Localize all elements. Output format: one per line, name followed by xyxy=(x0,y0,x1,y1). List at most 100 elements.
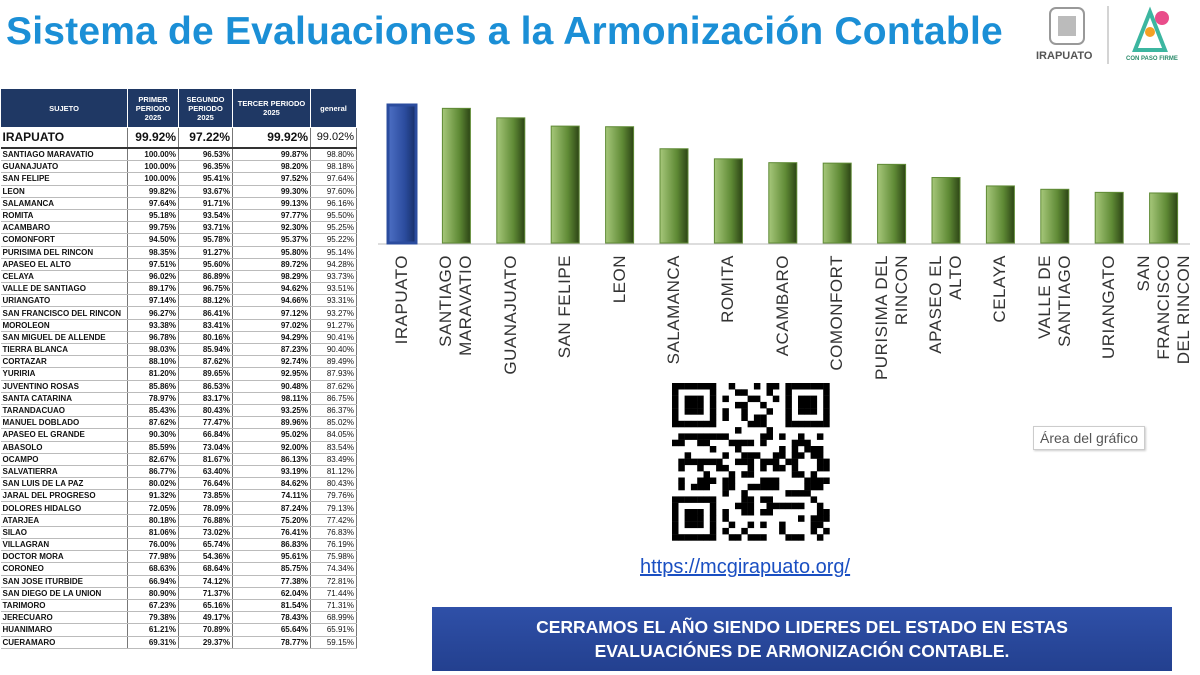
qr-module xyxy=(810,408,818,415)
qr-module xyxy=(798,408,805,415)
qr-module xyxy=(760,433,767,440)
link[interactable]: https://mcgirapuato.org/ xyxy=(640,556,851,578)
table-row: DOCTOR MORA 77.98% 54.36% 95.61% 75.98% xyxy=(0,550,357,564)
qr-module xyxy=(816,458,824,466)
table-cell: 59.15% xyxy=(310,636,357,649)
table-cell: 97.02% xyxy=(232,319,311,332)
qr-module xyxy=(672,496,679,503)
qr-module xyxy=(703,458,710,466)
table-cell: 87.23% xyxy=(232,343,311,357)
qr-module xyxy=(760,414,767,421)
qr-module xyxy=(810,515,818,522)
table-cell: 98.20% xyxy=(232,160,311,174)
category-label: CELAYA xyxy=(990,255,1010,323)
table-cell: SANTA CATARINA xyxy=(0,392,128,405)
table-row: ABASOLO 85.59% 73.04% 92.00% 83.54% xyxy=(0,441,357,454)
qr-module xyxy=(747,420,755,428)
table-cell: DOCTOR MORA xyxy=(0,550,128,564)
table-cell: 99.75% xyxy=(127,221,179,235)
qr-module xyxy=(798,383,805,390)
qr-module xyxy=(703,439,710,447)
qr-module xyxy=(678,458,685,466)
qr-module xyxy=(728,439,736,447)
table-row: JARAL DEL PROGRESO 91.32% 73.85% 74.11% 79.7… xyxy=(0,489,357,503)
table-cell: 95.22% xyxy=(310,233,357,247)
table-cell: 93.54% xyxy=(178,209,233,223)
table-cell: 90.40% xyxy=(310,343,357,357)
table-cell: 65.64% xyxy=(232,623,311,637)
qr-module xyxy=(703,477,710,484)
qr-module xyxy=(678,477,685,484)
qr-module xyxy=(747,496,755,503)
qr-module xyxy=(804,439,811,447)
qr-module xyxy=(785,383,792,390)
qr-module xyxy=(810,395,818,403)
table-cell: 77.47% xyxy=(178,416,233,430)
qr-module xyxy=(741,389,748,396)
qr-module xyxy=(703,433,710,440)
qr-module xyxy=(672,439,679,447)
qr-module xyxy=(760,509,767,516)
qr-module xyxy=(697,458,704,466)
qr-module xyxy=(709,527,717,535)
table-row: LEON 99.82% 93.67% 99.30% 97.60% xyxy=(0,185,357,198)
table-cell: 96.27% xyxy=(127,306,179,320)
table-cell: 70.89% xyxy=(178,623,233,637)
table-cell: 99.82% xyxy=(127,185,179,198)
table-row: APASEO EL ALTO 97.51% 95.60% 89.72% 94.28% xyxy=(0,258,357,271)
table-cell: ABASOLO xyxy=(0,441,128,454)
title: Sistema de Evaluaciones a la Armonizació… xyxy=(6,10,1003,53)
qr-module xyxy=(816,521,824,529)
qr-module xyxy=(690,458,698,466)
qr-module xyxy=(722,414,729,421)
table-cell: 86.83% xyxy=(232,538,311,552)
table-cell: 65.16% xyxy=(178,599,233,613)
qr-module xyxy=(785,414,792,421)
table-cell: 71.37% xyxy=(178,587,233,600)
table-cell: 97.22% xyxy=(178,127,233,149)
qr-module xyxy=(760,521,767,529)
column-header: PRIMER PERIODO 2025 xyxy=(127,88,179,128)
qr-module xyxy=(741,502,748,510)
qr-module xyxy=(766,427,773,434)
column-header: general xyxy=(310,88,357,128)
bar xyxy=(386,103,418,245)
category-label: COMONFORT xyxy=(827,255,847,371)
table-cell: SILAO xyxy=(0,526,128,540)
table-row: CELAYA 96.02% 86.89% 98.29% 93.73% xyxy=(0,270,357,284)
category-label: APASEO EL ALTO xyxy=(926,255,965,354)
qr-module xyxy=(672,383,679,390)
table-cell: 95.80% xyxy=(232,246,311,259)
column-header: SUJETO xyxy=(0,88,128,128)
table-cell: 97.64% xyxy=(127,197,179,210)
table-cell: 76.41% xyxy=(232,526,311,540)
table-cell: 80.18% xyxy=(127,514,179,527)
qr-module xyxy=(703,534,710,541)
qr-module xyxy=(785,420,792,428)
qr-module xyxy=(735,439,742,447)
qr-module xyxy=(678,420,685,428)
qr-module xyxy=(716,458,723,466)
qr-module xyxy=(810,496,818,503)
bar xyxy=(713,158,743,244)
qr-module xyxy=(697,383,704,390)
qr-module xyxy=(798,420,805,428)
table-cell: 80.43% xyxy=(310,477,357,491)
qr-module xyxy=(791,420,799,428)
qr-module xyxy=(672,420,679,428)
table-cell: 83.41% xyxy=(178,319,233,332)
qr-module xyxy=(772,483,780,491)
qr-module xyxy=(823,458,830,466)
qr-module xyxy=(678,439,685,447)
qr-module xyxy=(747,395,755,403)
qr-module xyxy=(779,521,786,529)
table-cell: CORTAZAR xyxy=(0,355,128,369)
qr-module xyxy=(697,496,704,503)
qr-module xyxy=(690,420,698,428)
table-cell: CELAYA xyxy=(0,270,128,284)
qr-module xyxy=(697,521,704,529)
qr-module xyxy=(709,408,717,415)
logo-crest xyxy=(1049,7,1085,45)
table-cell: SALVATIERRA xyxy=(0,465,128,479)
